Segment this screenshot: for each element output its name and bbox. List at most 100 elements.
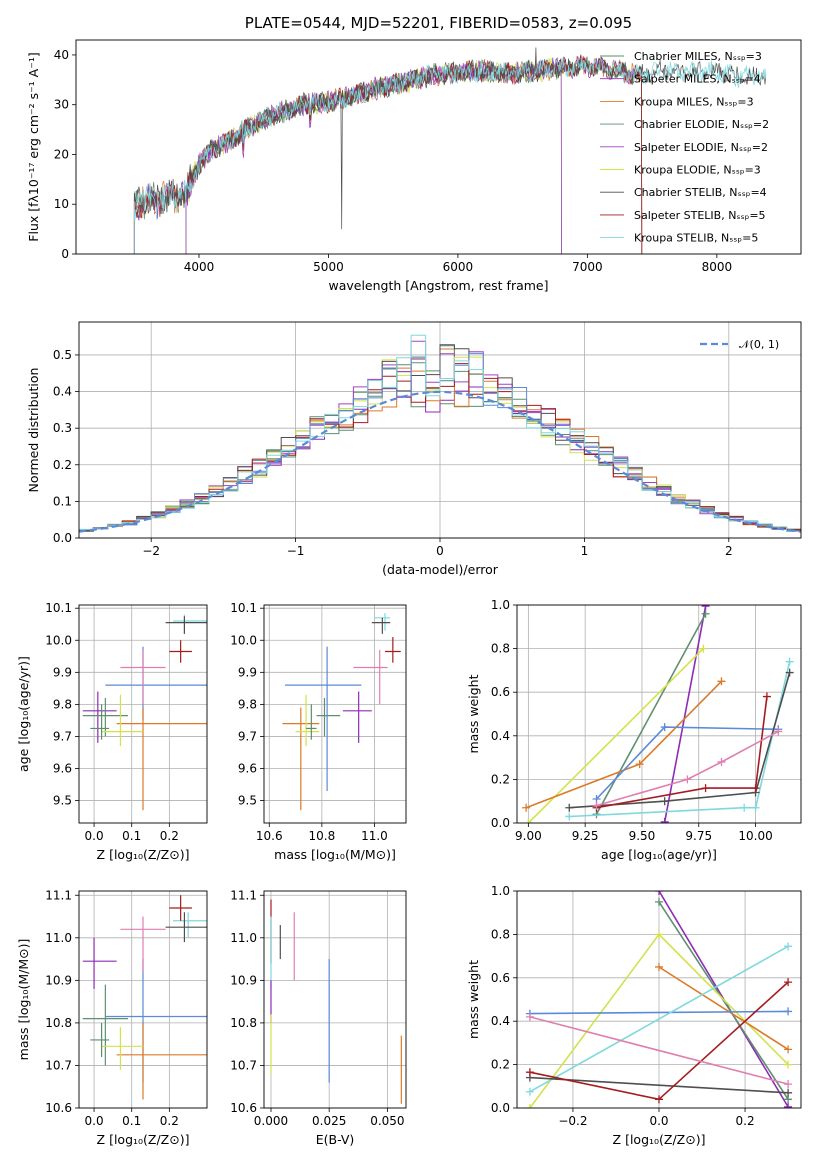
series-line [133,47,767,254]
y-tick-label: 11.1 [45,888,72,902]
y-tick-label: 11.0 [230,931,257,945]
histogram-steps [79,334,801,533]
x-axis-label: (data-model)/error [382,562,499,577]
y-tick-label: 0.2 [491,1058,510,1072]
weight-marker [762,692,771,701]
y-tick-label: 9.9 [238,665,257,679]
y-tick-label: 11.0 [45,931,72,945]
y-tick-label: 20 [54,147,69,161]
x-tick-label: 9.50 [629,829,656,843]
ticks: 4000 5000 6000 7000 8000 0 10 20 30 40 [54,48,732,274]
y-tick-label: 0.2 [53,458,72,472]
legend-entry: Salpeter ELODIE, Nₛₛₚ=2 [634,141,768,154]
weight-marker [565,812,574,821]
axes-frame [78,604,208,824]
y-tick-label: 9.5 [53,794,72,808]
y-tick-label: 40 [54,48,69,62]
x-tick-label: 6000 [443,260,474,274]
x-axis-label: age [log₁₀(age/yr)] [601,847,717,862]
weight-line [596,730,779,807]
x-tick-label: 7000 [572,260,603,274]
legend-entry: Kroupa MILES, Nₛₛₚ=3 [634,95,754,108]
weight-marker [699,644,708,653]
weight-marker [525,1068,534,1077]
legend-entry: Chabrier STELIB, Nₛₛₚ=4 [634,186,767,199]
y-axis-label: age [log₁₀(age/yr)] [16,656,31,772]
axes-frame [516,604,802,824]
y-tick-label: 10.0 [230,633,257,647]
weight-marker [655,930,663,939]
weight-line [596,696,768,809]
y-tick-label: 0.3 [53,421,72,435]
axes-frame [78,890,208,1109]
weight-marker [525,1012,534,1021]
weight-marker [655,891,663,895]
weight-marker [660,817,669,823]
y-tick-label: 10.7 [45,1058,72,1072]
x-tick-label: 8000 [702,260,733,274]
mass-vs-z-panel: 0.0 0.1 0.2 10.6 10.7 10.8 10.9 11.0 11.1 Z [log₁… [16,888,208,1147]
series-lines [133,47,767,254]
y-tick-label: 0.8 [491,927,510,941]
y-axis-label: mass [log₁₀(M/M⊙)] [16,939,31,1061]
weight-marker [525,1104,534,1108]
grid [264,891,406,1109]
y-tick-label: 9.7 [238,729,257,743]
x-tick-label: 0.000 [254,1114,288,1128]
x-tick-label: 10.6 [256,829,283,843]
weight-marker [525,1087,534,1096]
weight-marker [751,784,760,793]
x-tick-label: 10.8 [308,829,335,843]
weight-marker [785,657,794,666]
weight-marker [784,1102,793,1108]
y-tick-label: 0.4 [491,729,510,743]
y-tick-label: 0.0 [491,1101,510,1115]
y-tick-label: 0 [61,247,69,261]
y-tick-label: 0.0 [53,531,72,545]
legend-entry: Kroupa STELIB, Nₛₛₚ=5 [634,232,758,245]
x-tick-label: 9.75 [685,829,712,843]
error-bars [82,614,207,811]
weight-marker [635,760,644,769]
x-tick-label: −1 [287,544,305,558]
y-axis-label: mass weight [466,960,481,1039]
error-bars [270,899,402,1104]
weight-line [529,1076,789,1094]
y-tick-label: 10 [54,197,69,211]
weight-marker [522,803,531,812]
y-tick-label: 10.1 [230,601,257,615]
y-tick-label: 10.6 [230,1101,257,1115]
weight-marker [701,609,710,618]
series-line [133,56,767,254]
y-tick-label: 9.8 [238,697,257,711]
y-tick-label: 1.0 [491,884,510,898]
x-tick-label: 0.0 [85,829,104,843]
y-tick-label: 9.9 [53,665,72,679]
x-tick-label: 0 [436,544,444,558]
x-tick-label: 0.025 [312,1114,346,1128]
weight-marker [655,897,663,906]
y-tick-label: 10.1 [45,601,72,615]
y-tick-label: 10.9 [230,973,257,987]
grid [264,605,406,823]
y-tick-label: 0.0 [491,816,510,830]
legend-entry: 𝒩(0, 1) [739,338,779,351]
y-tick-label: 30 [54,98,69,112]
x-tick-label: 4000 [184,260,215,274]
y-tick-label: 0.4 [491,1014,510,1028]
weight-line [658,966,789,1051]
weight-line [527,648,704,823]
weight-marker [717,757,726,766]
x-tick-label: 0.2 [736,1114,755,1128]
weight-lines [522,605,794,823]
age-vs-mass-panel: 10.6 10.8 11.0 9.5 9.6 9.7 9.8 9.9 10.0 10.1 mass … [230,601,407,862]
axes-frame [263,890,407,1109]
x-tick-label: 0.2 [160,829,179,843]
y-axis-label: Normed distribution [26,368,41,493]
weight-marker [784,1045,793,1054]
legend: Chabrier MILES, Nₛₛₚ=3 Salpeter MILES, Nₛ… [600,50,769,245]
y-tick-label: 10.8 [45,1016,72,1030]
y-tick-label: 0.8 [491,642,510,656]
y-tick-label: 0.6 [491,685,510,699]
